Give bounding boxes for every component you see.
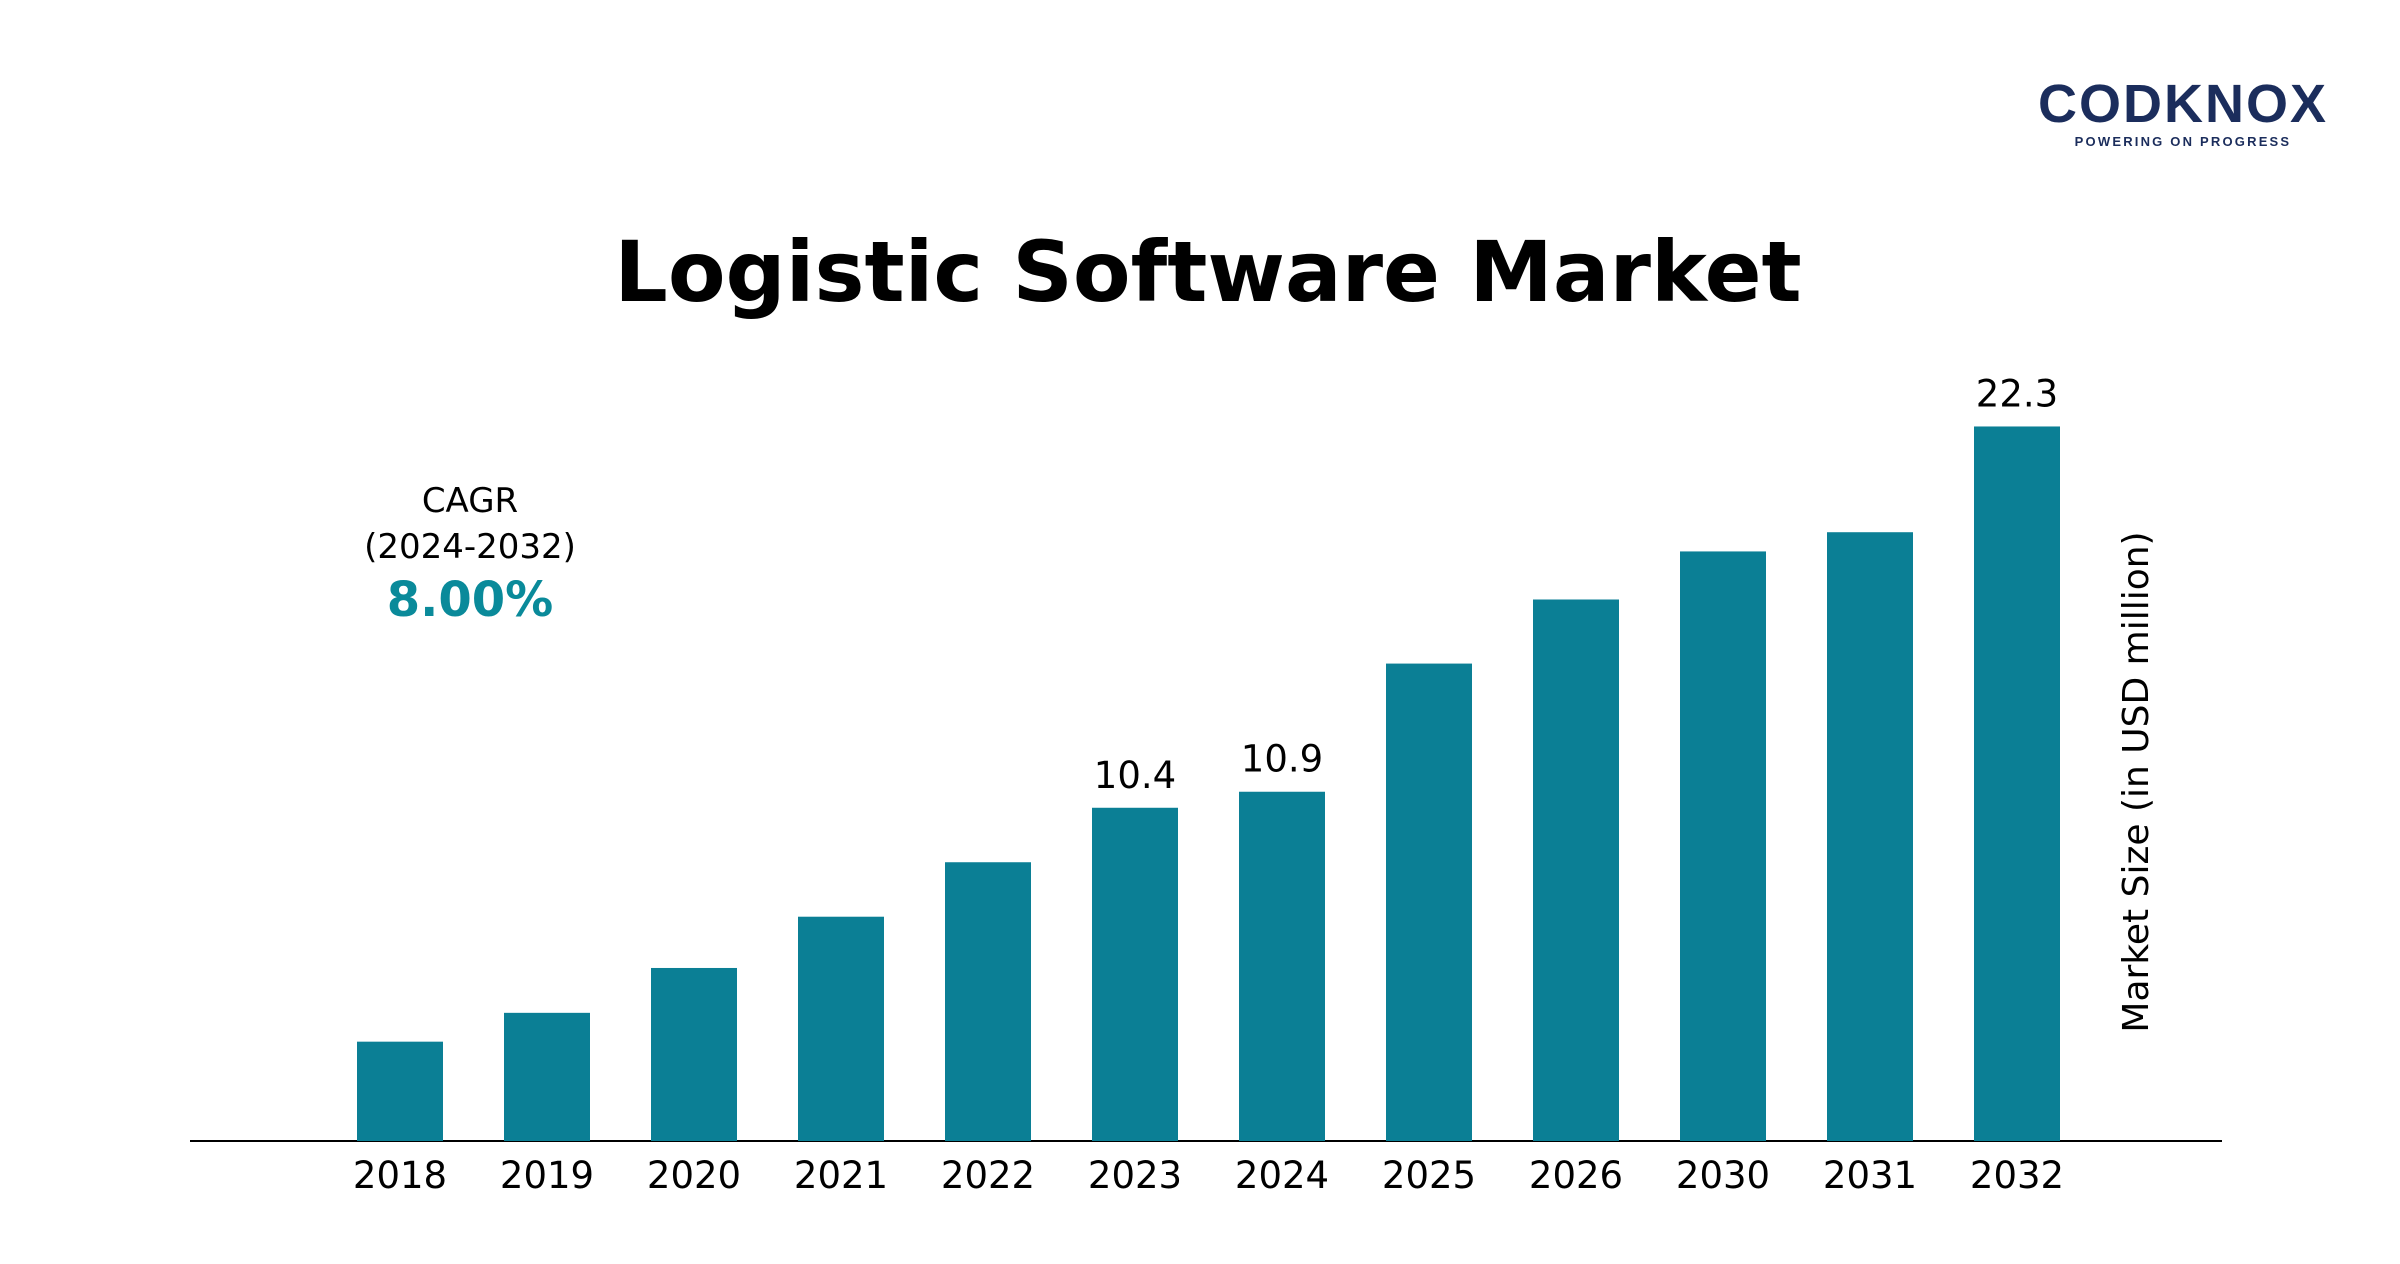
cagr-label: CAGR <box>421 481 519 521</box>
x-tick-label: 2031 <box>1823 1154 1917 1197</box>
x-tick-label: 2030 <box>1676 1154 1770 1197</box>
brand-tagline: POWERING ON PROGRESS <box>2074 134 2292 149</box>
x-tick-label: 2032 <box>1970 1154 2064 1197</box>
cagr-value: 8.00% <box>386 572 554 628</box>
brand-logo: CODKNOX POWERING ON PROGRESS <box>2018 76 2348 149</box>
x-tick-label: 2019 <box>500 1154 594 1197</box>
y-axis-label: Market Size (in USD million) <box>2116 531 2157 1032</box>
bar-2023 <box>1092 807 1178 1141</box>
cagr-period: (2024-2032) <box>364 527 576 567</box>
x-tick-label: 2026 <box>1529 1154 1623 1197</box>
cagr-callout: CAGR (2024-2032) 8.00% <box>320 478 620 630</box>
x-tick-label: 2021 <box>794 1154 888 1197</box>
x-tick-label: 2020 <box>647 1154 741 1197</box>
bar-2019 <box>504 1012 590 1141</box>
data-label: 10.9 <box>1241 738 1323 781</box>
x-tick-label: 2024 <box>1235 1154 1329 1197</box>
bar-2022 <box>945 862 1031 1141</box>
bar-2026 <box>1533 599 1619 1141</box>
bar-2030 <box>1680 551 1766 1141</box>
bar-2024 <box>1239 791 1325 1141</box>
x-tick-label: 2023 <box>1088 1154 1182 1197</box>
chart-title: Logistic Software Market <box>614 223 1802 321</box>
bar-2021 <box>798 916 884 1141</box>
bar-2031 <box>1827 532 1913 1141</box>
x-tick-label: 2022 <box>941 1154 1035 1197</box>
data-label: 10.4 <box>1094 754 1176 797</box>
bar-2025 <box>1386 663 1472 1141</box>
x-tick-label: 2018 <box>353 1154 447 1197</box>
bar-2020 <box>651 967 737 1141</box>
bar-2032 <box>1974 426 2060 1141</box>
brand-name: CODKNOX <box>2037 74 2328 134</box>
x-tick-label: 2025 <box>1382 1154 1476 1197</box>
data-label: 22.3 <box>1976 372 2058 415</box>
bar-2018 <box>357 1041 443 1141</box>
